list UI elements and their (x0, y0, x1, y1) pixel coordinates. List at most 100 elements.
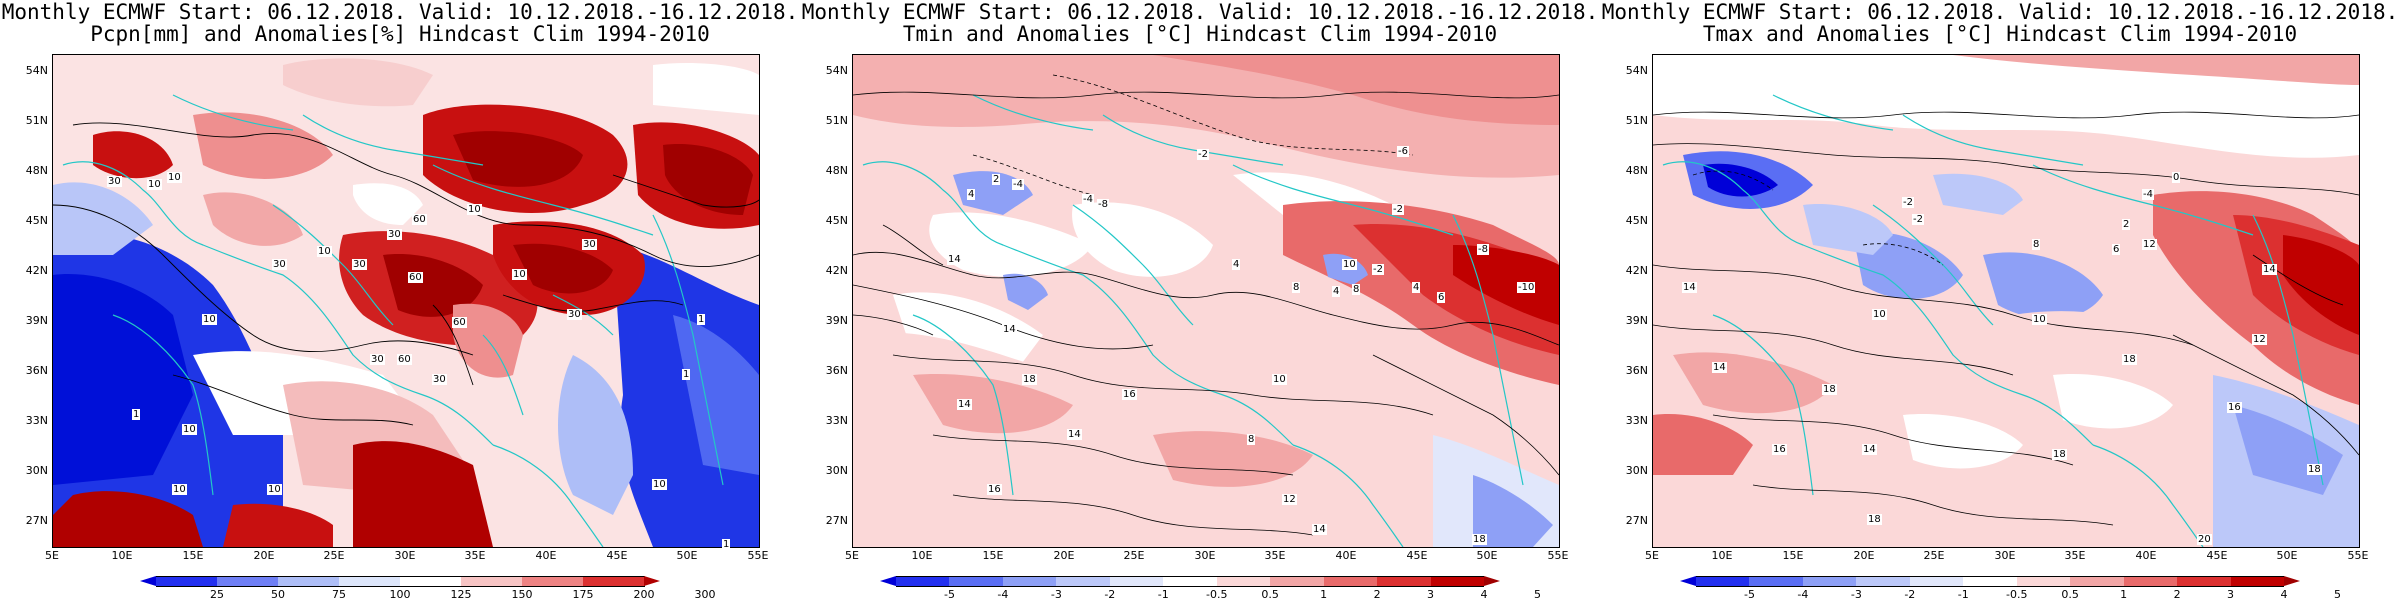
lat-label: 30N (1625, 464, 1648, 477)
contour-label: -6 (1397, 146, 1409, 157)
contour-label: 10 (267, 484, 282, 495)
colorbar-tick-label: -1 (1957, 588, 1969, 601)
lon-label: 40E (535, 549, 557, 562)
precipitation-map (52, 54, 760, 548)
contour-label: 60 (408, 272, 423, 283)
contour-label: 18 (1822, 384, 1837, 395)
colorbar-tick-label: 5 (2333, 588, 2341, 601)
contour-label: 4 (1332, 286, 1341, 297)
colorbar-tick-label: 75 (332, 588, 346, 601)
colorbar-tick-label: 4 (1480, 588, 1488, 601)
colorbar-segment (400, 576, 462, 587)
contour-label: 30 (387, 229, 402, 240)
lon-label: 20E (1853, 549, 1875, 562)
lat-label: 51N (1625, 114, 1648, 127)
lon-label: 50E (676, 549, 698, 562)
contour-label: 0 (2172, 172, 2181, 183)
colorbar-segment (156, 576, 218, 587)
lon-label: 15E (1782, 549, 1804, 562)
contour-label: 4 (1412, 282, 1421, 293)
colorbar (880, 576, 1500, 587)
colorbar-segment (2016, 576, 2071, 587)
contour-label: -4 (1082, 194, 1094, 205)
colorbar-tick-label: 5 (1533, 588, 1541, 601)
colorbar-segment (2177, 576, 2232, 587)
contour-label: 14 (1682, 282, 1697, 293)
contour-label: 16 (1772, 444, 1787, 455)
tmin-map-svg (853, 55, 1559, 547)
lat-label: 54N (1625, 64, 1648, 77)
contour-label: 60 (452, 317, 467, 328)
lon-label: 55E (747, 549, 769, 562)
colorbar-tick-label: -4 (1797, 588, 1809, 601)
lon-label: 10E (911, 549, 933, 562)
colorbar-tick-label: 1 (1320, 588, 1328, 601)
contour-label: -2 (1912, 214, 1924, 225)
lon-label: 50E (2276, 549, 2298, 562)
contour-label: 30 (582, 239, 597, 250)
lat-label: 27N (25, 514, 48, 527)
colorbar-tick-label: 25 (210, 588, 224, 601)
colorbar-tick-label: -0.5 (1205, 588, 1228, 601)
colorbar-cap-right (1484, 576, 1500, 586)
lon-label: 5E (1645, 549, 1659, 562)
colorbar-tick-label: 0.5 (2061, 588, 2079, 601)
contour-label: 2 (992, 174, 1001, 185)
colorbar-tick-label: -5 (1743, 588, 1755, 601)
contour-label: 1 (132, 409, 141, 420)
contour-label: 18 (2052, 449, 2067, 460)
colorbar-tick-label: 125 (450, 588, 472, 601)
colorbar-tick-label: -5 (943, 588, 955, 601)
contour-label: 30 (567, 309, 582, 320)
lon-label: 10E (111, 549, 133, 562)
lon-label: 25E (1123, 549, 1145, 562)
lat-label: 54N (25, 64, 48, 77)
contour-label: 14 (1312, 524, 1327, 535)
contour-label: 14 (1712, 362, 1727, 373)
contour-label: 12 (2142, 239, 2157, 250)
colorbar-cap-right (644, 576, 660, 586)
panel-tmax: Monthly ECMWF Start: 06.12.2018. Valid: … (1600, 0, 2400, 601)
contour-label: 18 (1867, 514, 1882, 525)
colorbar-segment (2230, 576, 2285, 587)
colorbar-tick-label: -3 (1850, 588, 1862, 601)
colorbar-segment (1002, 576, 1057, 587)
colorbar-segment (278, 576, 340, 587)
colorbar-segment (339, 576, 401, 587)
colorbar-tick-label: -3 (1050, 588, 1062, 601)
contour-label: 1 (697, 314, 706, 325)
tmax-map (1652, 54, 2360, 548)
lat-label: 27N (1625, 514, 1648, 527)
colorbar (1680, 576, 2300, 587)
lon-label: 40E (2135, 549, 2157, 562)
colorbar-tick-label: -2 (1104, 588, 1116, 601)
panel-title-line1: Monthly ECMWF Start: 06.12.2018. Valid: … (1, 0, 799, 24)
contour-label: 10 (652, 479, 667, 490)
contour-label: 8 (1292, 282, 1301, 293)
lat-label: 39N (25, 314, 48, 327)
lon-label: 20E (253, 549, 275, 562)
lat-label: 33N (1625, 414, 1648, 427)
contour-label: -2 (1372, 264, 1384, 275)
colorbar-tick-label: 2 (2173, 588, 2181, 601)
lon-label: 15E (982, 549, 1004, 562)
lat-label: 54N (825, 64, 848, 77)
colorbar-cap-left (1680, 576, 1696, 586)
lat-label: 39N (1625, 314, 1648, 327)
lat-label: 45N (25, 214, 48, 227)
colorbar-tick-label: 50 (271, 588, 285, 601)
contour-label: 6 (2112, 244, 2121, 255)
lat-label: 36N (25, 364, 48, 377)
colorbar-segment (1802, 576, 1857, 587)
lat-label: 33N (25, 414, 48, 427)
contour-label: 8 (1352, 284, 1361, 295)
contour-label: 16 (987, 484, 1002, 495)
contour-label: 30 (352, 259, 367, 270)
lon-label: 35E (1264, 549, 1286, 562)
contour-label: 30 (107, 176, 122, 187)
contour-label: -8 (1477, 244, 1489, 255)
panel-tmin: Monthly ECMWF Start: 06.12.2018. Valid: … (800, 0, 1600, 601)
contour-label: 10 (182, 424, 197, 435)
colorbar-tick-label: 1 (2120, 588, 2128, 601)
colorbar-segment (1216, 576, 1271, 587)
